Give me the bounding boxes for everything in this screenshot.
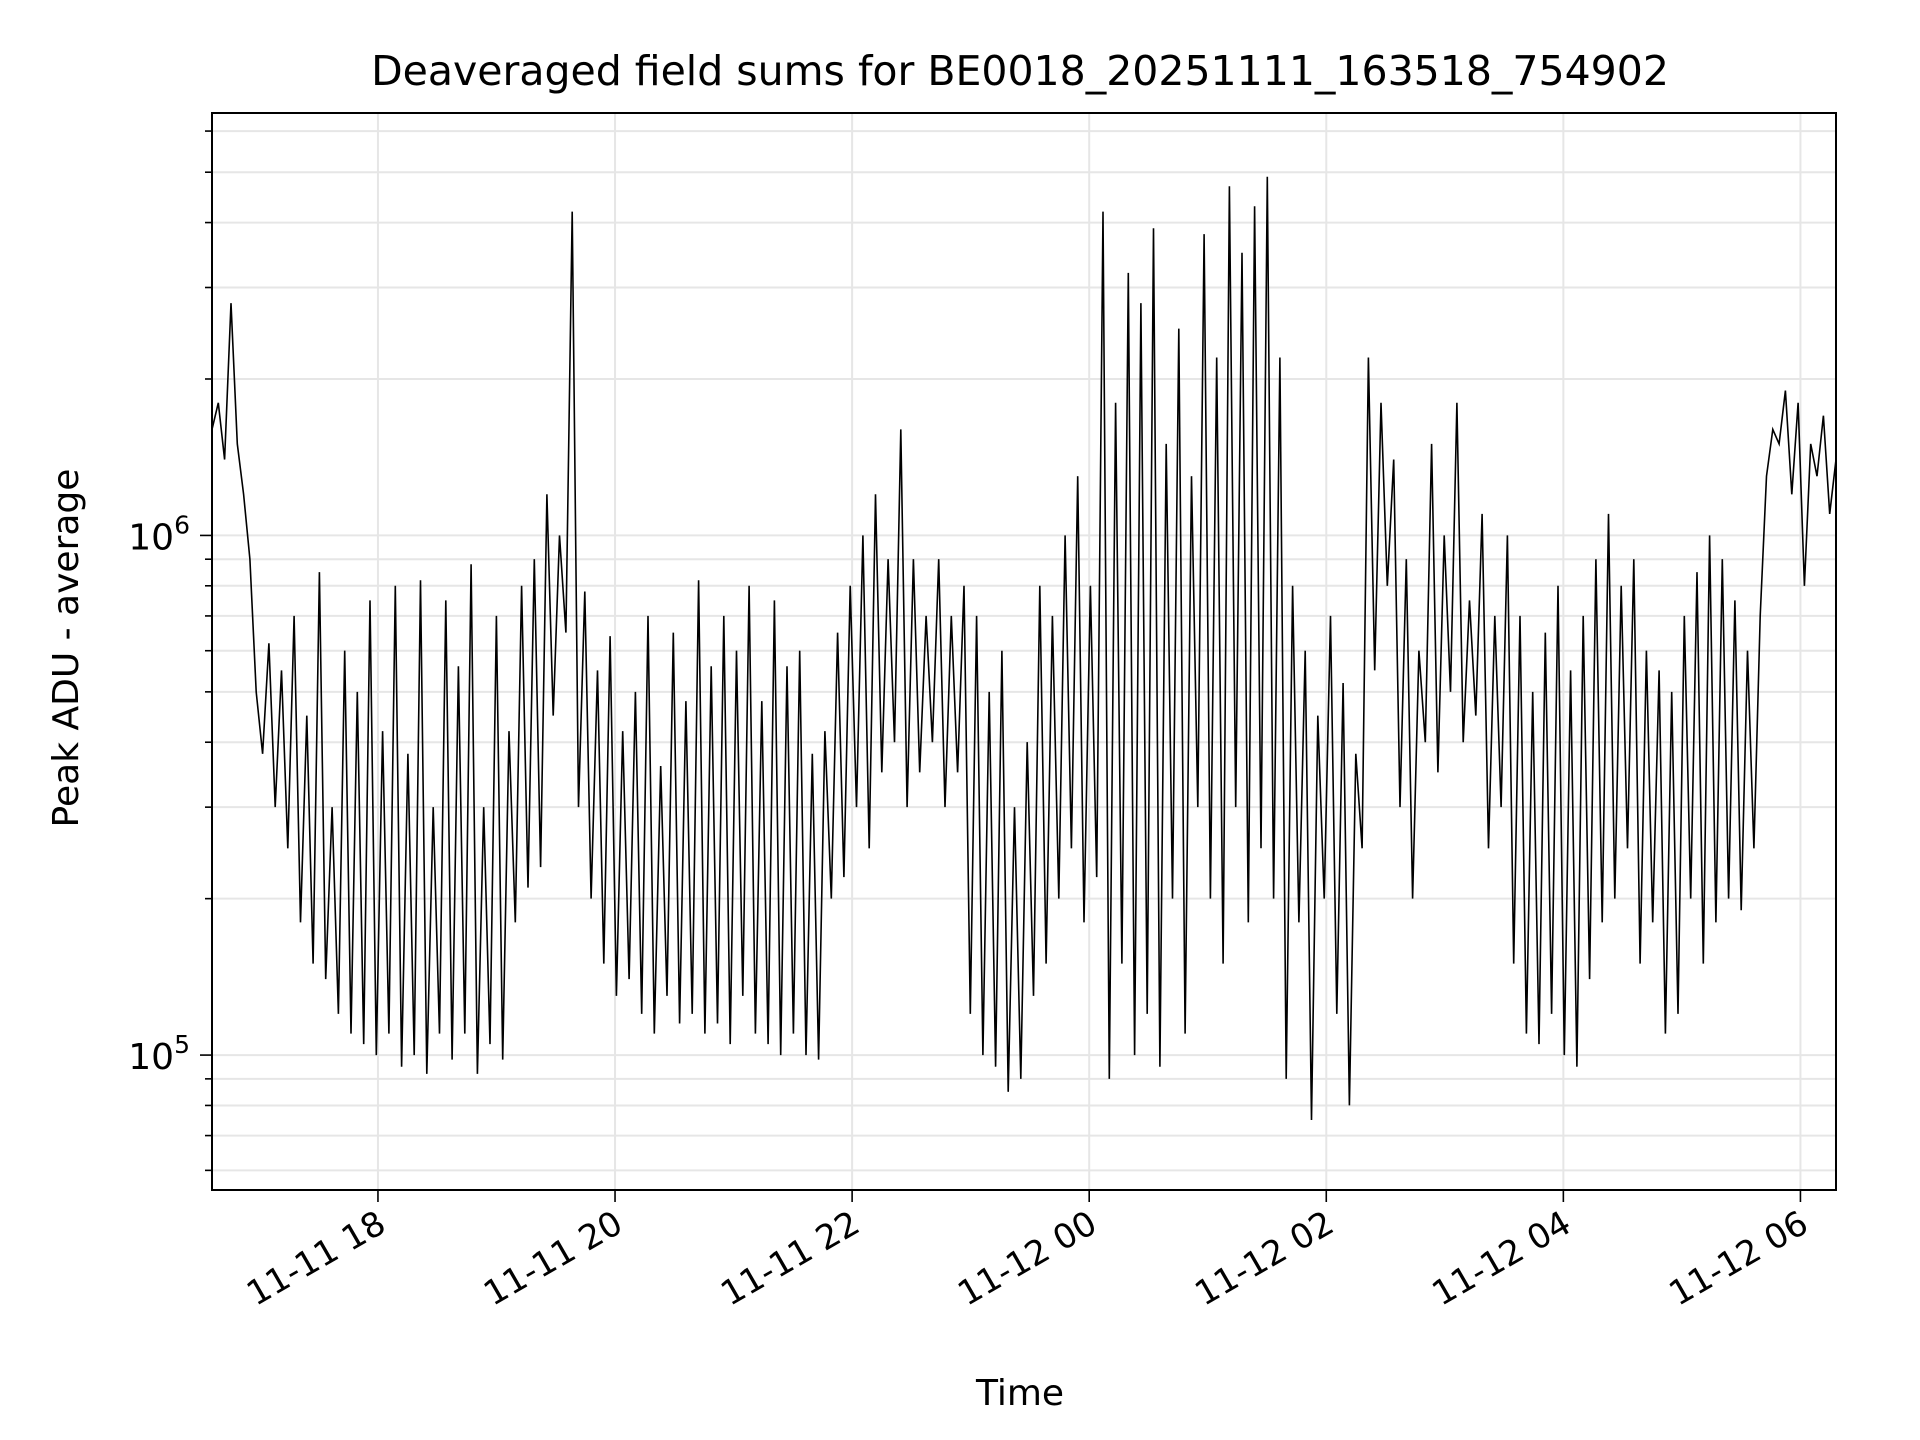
x-tick-label: 11-12 06: [1663, 1203, 1815, 1314]
plot-area: 11-11 18 11-11 20 11-11 22 11-12 00 11-12 02…: [128, 112, 1837, 1314]
y-tick-label: 105: [128, 1030, 190, 1078]
x-axis-label: Time: [975, 1373, 1064, 1414]
y-axis-label: Peak ADU - average: [46, 469, 87, 828]
x-tick-label: 11-12 04: [1425, 1203, 1577, 1314]
x-tick-label: 11-11 20: [477, 1203, 629, 1314]
axes-frame: [211, 112, 1837, 1191]
y-tick-label: 106: [128, 510, 190, 558]
x-tick-label: 11-12 02: [1188, 1203, 1340, 1314]
x-tick-label: 11-12 00: [951, 1203, 1103, 1314]
x-tick-label: 11-11 22: [714, 1203, 866, 1314]
x-tick-label: 11-11 18: [240, 1203, 392, 1314]
series-line: [211, 176, 1837, 1121]
chart-title: Deaveraged field sums for BE0018_2025111…: [371, 47, 1669, 95]
